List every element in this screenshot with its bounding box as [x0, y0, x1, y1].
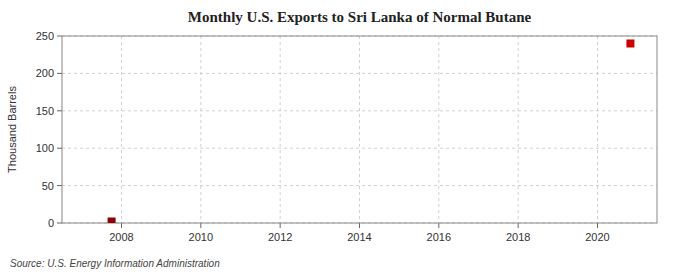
x-tick-label: 2014 — [347, 231, 371, 243]
x-tick — [597, 223, 598, 228]
y-tick — [57, 110, 62, 111]
y-grid-line — [62, 148, 657, 149]
x-tick — [280, 223, 281, 228]
x-tick — [359, 223, 360, 228]
x-tick — [518, 223, 519, 228]
grid — [62, 36, 657, 223]
x-tick-label: 2010 — [189, 231, 213, 243]
point — [626, 39, 634, 47]
chart-container: 0 50 100 150 200 250 2008 2010 2012 2014 2016 2018 2… — [0, 0, 675, 275]
y-tick — [57, 73, 62, 74]
title: Monthly U.S. Exports to Sri Lanka of Nor… — [188, 9, 532, 25]
y-tick-label: 150 — [36, 105, 54, 117]
x-tick-label: 2018 — [506, 231, 530, 243]
x-grid-line — [359, 36, 360, 223]
points — [108, 39, 635, 223]
y-tick-label: 200 — [36, 67, 54, 79]
x-tick-label: 2016 — [427, 231, 451, 243]
source-note: Source: U.S. Energy Information Administ… — [10, 258, 220, 269]
x-grid-line — [597, 36, 598, 223]
y-tick — [57, 148, 62, 149]
x-grid-line — [518, 36, 519, 223]
x-tick — [438, 223, 439, 228]
x-grid-line — [280, 36, 281, 223]
y-tick-label: 0 — [48, 217, 54, 229]
x-tick-label: 2020 — [585, 231, 609, 243]
axes: 0 50 100 150 200 250 2008 2010 2012 2014 2016 2018 2… — [36, 30, 657, 243]
x-tick-label: 2012 — [268, 231, 292, 243]
y-tick-label: 250 — [36, 30, 54, 42]
x-tick-label: 2008 — [109, 231, 133, 243]
x-grid-line — [121, 36, 122, 223]
y-grid-line — [62, 185, 657, 186]
chart: 0 50 100 150 200 250 2008 2010 2012 2014 2016 2018 2… — [0, 0, 675, 275]
y-tick-label: 50 — [42, 180, 54, 192]
x-grid-line — [438, 36, 439, 223]
y-tick — [57, 223, 62, 224]
x-tick — [200, 223, 201, 228]
y-tick-label: 100 — [36, 142, 54, 154]
plot-frame — [62, 36, 657, 223]
y-tick — [57, 185, 62, 186]
y-tick — [57, 36, 62, 37]
point — [108, 218, 116, 223]
y-axis-label: Thousand Barrels — [6, 86, 18, 173]
x-grid-line — [200, 36, 201, 223]
x-tick — [121, 223, 122, 228]
